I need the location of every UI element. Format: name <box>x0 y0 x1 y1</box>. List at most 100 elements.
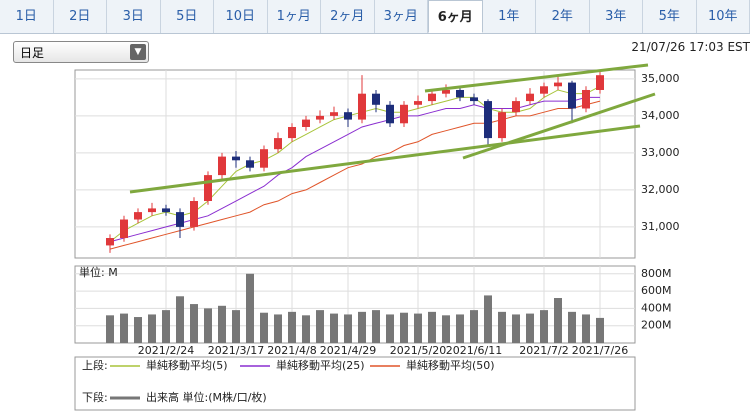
volume-bar <box>120 313 128 343</box>
x-tick-label: 2021/7/2 <box>519 344 568 357</box>
volume-bar <box>400 312 408 343</box>
candle-body <box>176 212 184 227</box>
volume-bar <box>162 310 170 343</box>
legend-label: 下段: <box>82 390 108 404</box>
legend-entry: 出来高 単位:(M株/口/枚) <box>146 390 267 404</box>
candle-body <box>386 104 394 124</box>
candle-body <box>330 112 338 116</box>
legend-entry: 単純移動平均(25) <box>276 358 365 372</box>
candle-body <box>442 89 450 94</box>
candle-body <box>400 104 408 124</box>
candle-body <box>470 97 478 102</box>
candle-body <box>302 119 310 127</box>
volume-bar <box>442 315 450 343</box>
candle-body <box>414 101 422 105</box>
candle-body <box>260 149 268 168</box>
volume-bar <box>428 311 436 343</box>
volume-bar <box>232 310 240 343</box>
y-tick-label: 32,000 <box>641 183 680 196</box>
period-tab[interactable]: 3年 <box>590 0 643 33</box>
volume-bar <box>414 313 422 343</box>
volume-bar <box>176 296 184 343</box>
volume-bar <box>302 315 310 343</box>
volume-bar <box>386 314 394 343</box>
period-tab[interactable]: 2ヶ月 <box>321 0 375 33</box>
volume-bar <box>106 315 114 343</box>
period-tab[interactable]: 10日 <box>214 0 268 33</box>
candle-body <box>554 82 562 87</box>
volume-bar <box>498 311 506 343</box>
period-tab[interactable]: 1年 <box>483 0 536 33</box>
y-tick-label: 35,000 <box>641 72 680 85</box>
period-tabs: 1日 2日 3日 5日 10日 1ヶ月 2ヶ月 3ヶ月 6ヶ月 1年 2年 3年 5年 10年 <box>0 0 750 34</box>
candle-body <box>428 93 436 102</box>
period-tab[interactable]: 3日 <box>107 0 161 33</box>
volume-bar <box>358 311 366 343</box>
moving-average-line <box>109 100 601 250</box>
volume-panel <box>74 265 636 344</box>
candle-body <box>274 138 282 150</box>
period-tab[interactable]: 1日 <box>0 0 54 33</box>
candle-body <box>246 160 254 168</box>
trend-line <box>424 63 649 93</box>
candle-body <box>372 93 380 105</box>
x-tick-label: 2021/3/17 <box>208 344 264 357</box>
period-tab[interactable]: 2日 <box>54 0 107 33</box>
candle-body <box>484 101 492 139</box>
candle-body <box>316 115 324 120</box>
volume-bar <box>470 310 478 343</box>
period-tab[interactable]: 2年 <box>536 0 590 33</box>
candle-body <box>526 93 534 102</box>
volume-bar <box>148 314 156 343</box>
x-tick-label: 2021/4/29 <box>320 344 376 357</box>
y-tick-label: 800M <box>641 267 672 280</box>
volume-bar <box>260 312 268 343</box>
y-tick-label: 33,000 <box>641 146 680 159</box>
candle-body <box>568 82 576 109</box>
candle-body <box>162 208 170 213</box>
timestamp: 21/07/26 17:03 EST <box>631 40 750 54</box>
candle-body <box>498 112 506 139</box>
legend-entry: 単純移動平均(50) <box>406 358 495 372</box>
candle-body <box>582 89 590 109</box>
volume-bar <box>554 298 562 343</box>
volume-bar <box>526 313 534 343</box>
interval-dropdown[interactable]: 日足 ▼ <box>13 41 149 63</box>
candle-body <box>596 75 604 90</box>
legend-box <box>74 356 636 411</box>
y-tick-label: 34,000 <box>641 109 680 122</box>
volume-bar <box>246 273 254 343</box>
candle-body <box>106 238 114 246</box>
x-tick-label: 2021/7/26 <box>572 344 628 357</box>
volume-bar <box>330 313 338 343</box>
period-tab[interactable]: 5日 <box>161 0 214 33</box>
candle-body <box>134 212 142 220</box>
x-tick-label: 2021/6/11 <box>446 344 502 357</box>
candle-body <box>512 101 520 113</box>
volume-bar <box>568 311 576 343</box>
volume-bar <box>274 314 282 343</box>
legend-entry: 単純移動平均(5) <box>146 358 228 372</box>
legend-label: 上段: <box>82 358 108 372</box>
volume-bar <box>484 295 492 343</box>
volume-bar <box>512 314 520 343</box>
trend-line <box>462 92 656 160</box>
period-tab[interactable]: 1ヶ月 <box>268 0 321 33</box>
x-tick-label: 2021/4/8 <box>267 344 316 357</box>
y-tick-label: 200M <box>641 319 672 332</box>
volume-bar <box>596 317 604 343</box>
candle-body <box>204 175 212 202</box>
volume-bar <box>190 304 198 343</box>
trend-lines <box>129 63 656 194</box>
period-tab[interactable]: 3ヶ月 <box>375 0 428 33</box>
candle-body <box>148 208 156 213</box>
period-tab[interactable]: 5年 <box>643 0 697 33</box>
volume-bar <box>540 310 548 343</box>
candle-body <box>120 219 128 239</box>
volume-bar <box>316 310 324 343</box>
volume-bar <box>204 308 212 343</box>
volume-bar <box>134 317 142 343</box>
candle-body <box>218 156 226 176</box>
period-tab[interactable]: 6ヶ月 <box>428 0 483 33</box>
